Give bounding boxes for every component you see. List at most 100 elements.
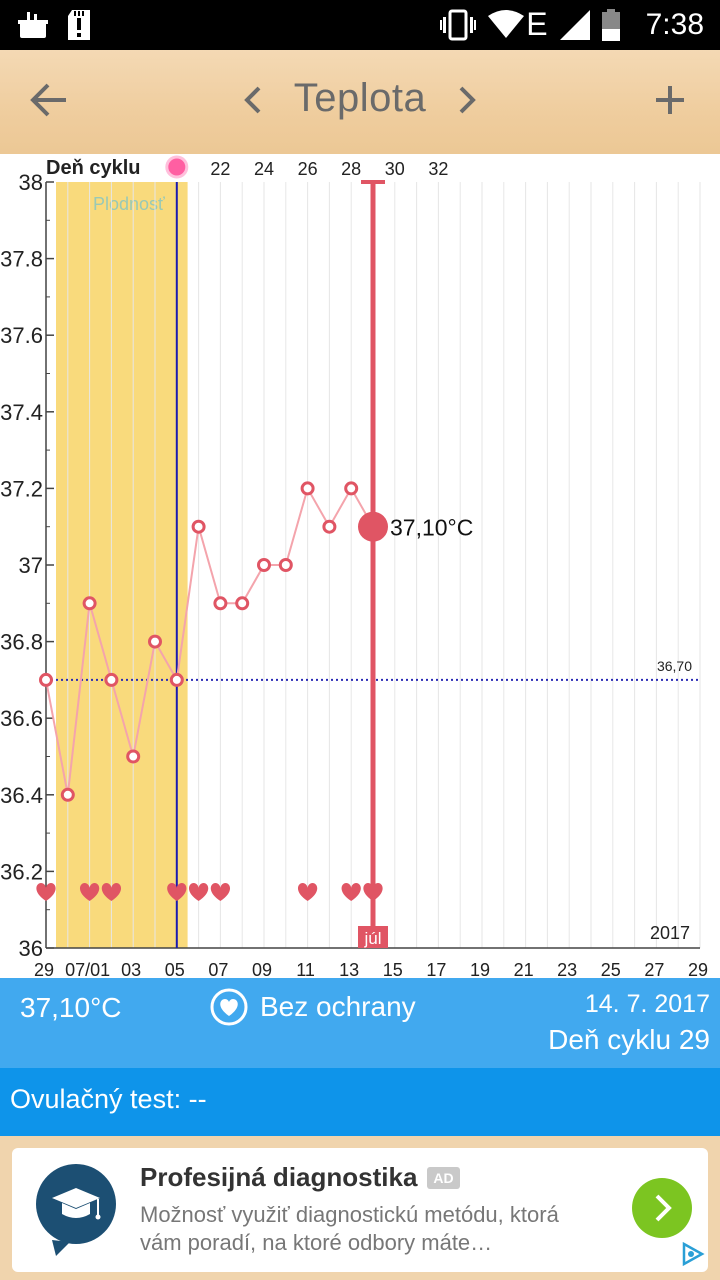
protection-label: Bez ochrany [260,991,416,1022]
adchoices-icon[interactable] [680,1242,706,1266]
cooking-pot-icon [18,12,48,38]
add-button[interactable] [642,72,698,128]
protection-status[interactable]: Bez ochrany [210,988,416,1026]
plus-icon [656,86,684,114]
chevron-right-icon [655,1194,672,1222]
selected-value-label: 37,10°C [390,515,473,541]
ad-title: Profesijná diagnostika AD [140,1162,460,1193]
x-tick-label: 05 [165,960,185,978]
x-tick-label: 21 [514,960,534,978]
app-bar: Teplota [0,50,720,154]
data-point [322,519,337,534]
ad-badge: AD [427,1166,460,1189]
network-type: E [526,6,548,42]
month-label: júl [363,929,381,948]
temperature-value: 37,10°C [20,992,122,1023]
page-title: Teplota [293,76,427,120]
wifi-icon [488,9,525,38]
cycle-day-label: Deň cyklu 29 [548,1024,710,1055]
info-panel[interactable]: 37,10°C Bez ochrany 14. 7. 2017 Deň cykl… [0,978,720,1068]
x-tick-label: 19 [470,960,490,978]
reference-label: 36,70 [657,658,692,674]
top-tick-label: 22 [210,159,230,179]
data-point [39,672,53,687]
heart-icon [363,883,383,901]
heart-icon [297,883,318,901]
ad-text-line1: Možnosť využiť diagnostickú metódu, ktor… [140,1202,559,1227]
data-point [82,596,97,611]
vibrate-icon [440,9,477,40]
fertile-label: Plodnosť [93,194,165,214]
month-label-box [358,926,388,948]
heart-icon [79,883,100,901]
x-tick-label: 17 [426,960,446,978]
x-tick-label: 29 [688,960,708,978]
x-tick-label: 15 [383,960,403,978]
y-tick-label: 36.2 [0,859,43,884]
data-point [148,634,162,649]
x-tick-label: 13 [339,960,359,978]
data-point [104,672,119,687]
selected-data-point [358,511,388,542]
temperature-chart[interactable]: Plodnosť 38 37.8 37.6 37.4 37.2 37 36.8 36.6 36.4… [0,154,720,980]
x-tick-label: 27 [644,960,664,978]
ovulation-day-icon [165,155,189,179]
ad-banner[interactable]: Profesijná diagnostika AD Možnosť využiť… [12,1148,708,1272]
top-tick-label: 26 [298,159,318,179]
data-point [235,596,250,611]
data-point [169,672,184,687]
x-tick-label: 07 [208,960,228,978]
ad-text-line2: vám poradí, na ktoré odbory máte… [140,1230,493,1255]
data-point [278,558,293,572]
back-button[interactable] [22,72,78,128]
x-tick-label: 23 [557,960,577,978]
y-tick-label: 37.4 [0,400,43,425]
data-point [213,596,228,611]
heart-icon [36,883,56,901]
ad-open-button[interactable] [632,1178,692,1238]
heart-icon [167,883,187,901]
y-tick-label: 36.4 [0,783,43,808]
data-point [60,787,75,802]
x-tick-label: 11 [296,960,315,978]
heart-icon [188,883,209,901]
x-tick-label: 07/01 [65,960,110,978]
status-bar: E 7:38 [0,0,720,50]
y-tick-label: 36.8 [0,630,43,655]
clock: 7:38 [645,7,704,41]
y-tick-label: 37.2 [0,476,43,501]
data-point [126,749,141,764]
top-tick-label: 30 [385,159,405,179]
top-axis-label: Deň cyklu [46,157,140,179]
data-point [300,481,315,496]
previous-button[interactable] [226,72,282,128]
battery-icon [601,8,620,41]
heart-icon [101,883,122,901]
sd-card-alert-icon [68,10,90,40]
x-tick-label: 03 [121,960,141,978]
arrow-left-icon [30,83,66,117]
top-tick-label: 32 [428,159,448,179]
y-tick-label: 38 [19,170,43,195]
data-point [257,558,271,572]
x-tick-label: 09 [252,960,272,978]
ad-container: Profesijná diagnostika AD Možnosť využiť… [0,1136,720,1280]
y-tick-label: 36.6 [0,706,43,731]
graduation-cap-logo [36,1164,116,1256]
y-tick-label: 36 [19,936,43,961]
selected-day-cap [361,180,385,184]
data-point [191,519,206,534]
x-tick-label: 29 [34,960,54,978]
fertile-window [56,182,188,948]
top-tick-label: 24 [254,159,274,179]
year-label: 2017 [650,923,690,943]
top-tick-label: 28 [341,159,361,179]
data-point [344,481,359,496]
signal-icon [559,9,590,40]
heart-icon [341,883,361,901]
next-button[interactable] [438,72,494,128]
ovulation-test-label: Ovulačný test: -- [10,1084,207,1114]
x-tick-label: 25 [601,960,621,978]
y-tick-label: 37.6 [0,323,43,348]
ovulation-test-row[interactable]: Ovulačný test: -- [0,1068,720,1136]
